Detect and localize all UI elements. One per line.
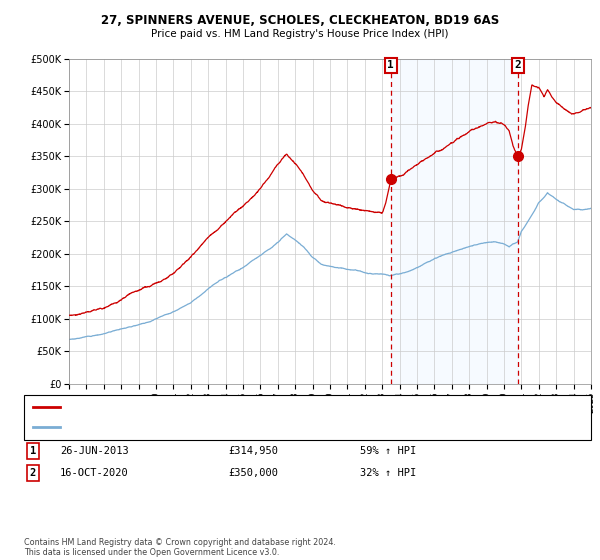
Bar [391, 59, 518, 384]
Text: 59% ↑ HPI: 59% ↑ HPI [360, 446, 416, 456]
Text: 2: 2 [30, 468, 36, 478]
Text: £314,950: £314,950 [228, 446, 278, 456]
Text: 1: 1 [388, 60, 394, 71]
Text: 16-OCT-2020: 16-OCT-2020 [60, 468, 129, 478]
Text: 32% ↑ HPI: 32% ↑ HPI [360, 468, 416, 478]
Text: Contains HM Land Registry data © Crown copyright and database right 2024.
This d: Contains HM Land Registry data © Crown c… [24, 538, 336, 557]
Text: 27, SPINNERS AVENUE, SCHOLES, CLECKHEATON, BD19 6AS (detached house): 27, SPINNERS AVENUE, SCHOLES, CLECKHEATO… [66, 403, 437, 412]
Text: HPI: Average price, detached house, Kirklees: HPI: Average price, detached house, Kirk… [66, 423, 280, 432]
Text: 27, SPINNERS AVENUE, SCHOLES, CLECKHEATON, BD19 6AS: 27, SPINNERS AVENUE, SCHOLES, CLECKHEATO… [101, 14, 499, 27]
Text: 26-JUN-2013: 26-JUN-2013 [60, 446, 129, 456]
Text: 2: 2 [514, 60, 521, 71]
Text: Price paid vs. HM Land Registry's House Price Index (HPI): Price paid vs. HM Land Registry's House … [151, 29, 449, 39]
Text: 1: 1 [30, 446, 36, 456]
Text: £350,000: £350,000 [228, 468, 278, 478]
